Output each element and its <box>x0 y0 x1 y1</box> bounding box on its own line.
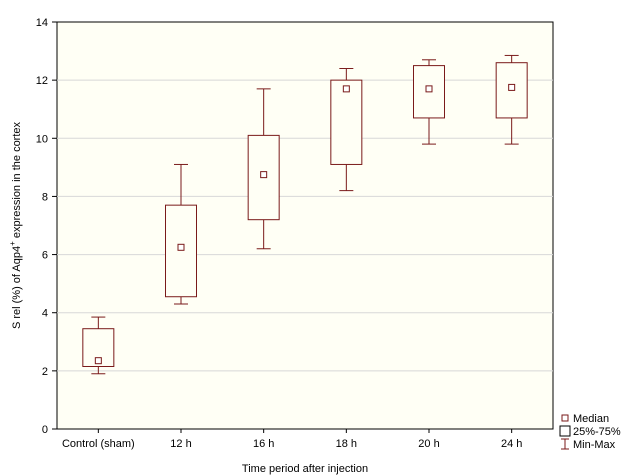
x-tick-label: 18 h <box>336 438 357 450</box>
y-tick-label: 0 <box>42 424 48 436</box>
x-tick-label: Control (sham) <box>62 438 135 450</box>
legend-label: 25%-75% <box>573 426 621 438</box>
median-marker <box>177 243 185 251</box>
y-tick-label: 14 <box>36 17 48 29</box>
legend-label: Min-Max <box>573 439 616 451</box>
box-group <box>247 88 280 250</box>
x-axis-title: Time period after injection <box>242 463 368 475</box>
x-tick-label: 24 h <box>501 438 522 450</box>
box-group <box>413 59 445 145</box>
y-tick-label: 8 <box>42 191 48 203</box>
box-group <box>330 68 363 192</box>
legend-item-box: 25%-75% <box>559 425 621 438</box>
median-marker <box>94 357 102 365</box>
median-marker <box>425 85 433 93</box>
legend-item-median: Median <box>561 413 609 425</box>
legend-label: Median <box>573 413 609 425</box>
y-tick-label: 12 <box>36 75 48 87</box>
median-marker <box>260 171 268 179</box>
iqr-box <box>330 79 363 165</box>
iqr-box <box>165 204 197 298</box>
median-marker <box>508 83 516 91</box>
x-tick-label: 12 h <box>170 438 191 450</box>
y-tick-label: 10 <box>36 133 48 145</box>
x-tick-label: 16 h <box>253 438 274 450</box>
y-tick-label: 6 <box>42 250 48 262</box>
legend-median-marker <box>561 414 569 422</box>
legend-whisker-marker <box>561 438 569 450</box>
box-group <box>165 163 197 305</box>
legend-item-whisker: Min-Max <box>561 438 616 451</box>
plot-area <box>56 21 554 430</box>
x-tick-label: 20 h <box>418 438 439 450</box>
box-group <box>82 316 115 375</box>
y-tick-label: 2 <box>42 366 48 378</box>
median-marker <box>342 85 350 93</box>
y-axis-title: S rel (%) of Aqp4+ expression in the cor… <box>8 121 23 329</box>
legend-box-marker <box>559 425 571 437</box>
box-group <box>495 54 528 145</box>
y-tick-label: 4 <box>42 308 48 320</box>
